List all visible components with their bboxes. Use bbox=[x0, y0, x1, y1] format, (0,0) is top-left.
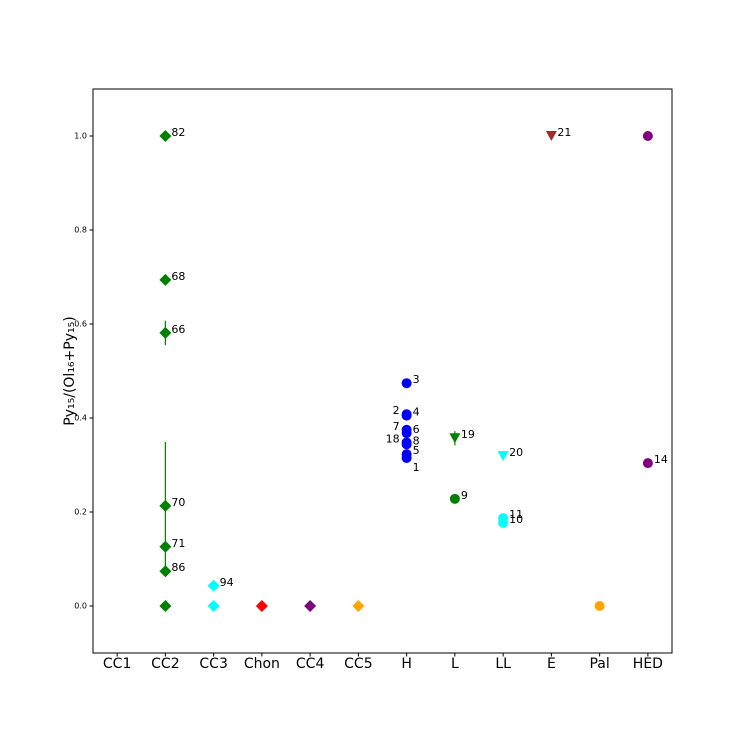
point-label: 66 bbox=[171, 323, 185, 336]
x-tick-label: H bbox=[401, 656, 412, 672]
point-label: 3 bbox=[413, 373, 420, 386]
point bbox=[207, 600, 220, 612]
point bbox=[401, 428, 412, 439]
point bbox=[401, 452, 412, 463]
x-tick-label: L bbox=[451, 656, 459, 672]
point-label: 70 bbox=[171, 496, 185, 509]
point bbox=[207, 579, 220, 592]
point bbox=[159, 130, 172, 142]
point bbox=[159, 565, 172, 578]
point bbox=[159, 499, 172, 512]
point-label: 19 bbox=[461, 428, 475, 441]
point-label: 18 bbox=[386, 432, 400, 445]
point-label: 7 bbox=[393, 420, 400, 433]
y-tick-label: 0.0 bbox=[74, 602, 87, 611]
point bbox=[642, 458, 653, 469]
point-label: 1 bbox=[413, 461, 420, 474]
point-label: 4 bbox=[413, 406, 420, 419]
point bbox=[304, 600, 317, 612]
point bbox=[449, 433, 461, 444]
point-label: 8 bbox=[413, 434, 420, 447]
x-tick-label: CC1 bbox=[103, 656, 131, 672]
point bbox=[545, 131, 557, 141]
x-tick-label: LL bbox=[495, 656, 511, 672]
point-label: 6 bbox=[413, 423, 420, 436]
x-tick-label: E bbox=[547, 656, 556, 672]
x-tick-label: CC5 bbox=[344, 656, 372, 672]
point-label: 71 bbox=[171, 537, 185, 550]
point bbox=[401, 439, 412, 450]
y-tick-label: 0.8 bbox=[74, 226, 87, 235]
x-tick-label: CC3 bbox=[199, 656, 227, 672]
y-axis-label: Py₁₅/(Ol₁₆+Py₁₅) bbox=[62, 316, 78, 425]
point bbox=[498, 517, 509, 528]
x-tick-label: HED bbox=[633, 656, 663, 672]
point-label: 68 bbox=[171, 270, 185, 283]
point bbox=[255, 600, 268, 612]
point-label: 94 bbox=[220, 576, 234, 589]
point-label: 5 bbox=[413, 444, 420, 457]
point bbox=[401, 410, 412, 421]
point bbox=[594, 601, 605, 611]
point bbox=[159, 326, 172, 339]
plot-frame bbox=[92, 88, 673, 654]
point bbox=[642, 131, 653, 141]
point-label: 86 bbox=[171, 561, 185, 574]
point-label: 11 bbox=[509, 508, 523, 521]
point-label: 20 bbox=[509, 446, 523, 459]
point-label: 10 bbox=[509, 513, 523, 526]
point-label: 21 bbox=[557, 126, 571, 139]
point bbox=[449, 493, 460, 504]
x-tick-label: CC4 bbox=[296, 656, 325, 672]
y-tick-label: 0.2 bbox=[74, 508, 87, 517]
point-label: 2 bbox=[393, 404, 400, 417]
point bbox=[159, 600, 172, 612]
point bbox=[497, 451, 509, 462]
y-tick-label: 0.6 bbox=[74, 320, 87, 329]
y-tick-label: 0.4 bbox=[74, 414, 87, 423]
y-tick-label: 1.0 bbox=[74, 132, 87, 141]
point bbox=[401, 378, 412, 389]
point bbox=[159, 540, 172, 553]
point-label: 14 bbox=[654, 453, 668, 466]
point-label: 82 bbox=[171, 126, 185, 139]
x-tick-label: Chon bbox=[244, 656, 280, 672]
point bbox=[159, 273, 172, 286]
point-label: 9 bbox=[461, 489, 468, 502]
x-tick-label: Pal bbox=[589, 656, 609, 672]
point bbox=[352, 600, 365, 612]
x-tick-label: CC2 bbox=[151, 656, 179, 672]
